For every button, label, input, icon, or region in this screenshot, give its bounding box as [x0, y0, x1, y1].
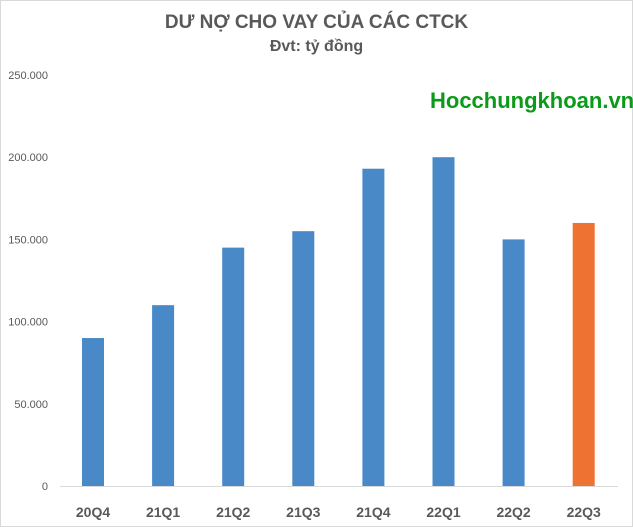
y-tick-label: 0 [42, 481, 48, 493]
bar-21Q1 [152, 305, 175, 486]
y-tick-label: 50.000 [14, 399, 48, 411]
x-tick-label: 22Q1 [426, 504, 460, 520]
x-tick-label: 21Q4 [356, 504, 390, 520]
bar-21Q2 [222, 247, 245, 486]
x-tick-label: 22Q2 [496, 504, 530, 520]
x-tick-label: 21Q3 [286, 504, 320, 520]
bar-22Q3 [572, 222, 595, 486]
y-tick-label: 150.000 [8, 234, 48, 246]
y-tick-label: 100.000 [8, 317, 48, 329]
y-tick-label: 250.000 [8, 70, 48, 82]
bar-21Q4 [362, 168, 385, 486]
x-tick-label: 20Q4 [76, 504, 110, 520]
chart-title: DƯ NỢ CHO VAY CỦA CÁC CTCK [164, 12, 469, 33]
bar-22Q2 [502, 239, 525, 486]
chart-subtitle: Đvt: tỷ đồng [269, 38, 364, 55]
bar-21Q3 [292, 231, 315, 486]
watermark-logo: Hocchungkhoan.vn [430, 88, 633, 113]
x-tick-label: 22Q3 [567, 504, 601, 520]
x-tick-label: 21Q1 [146, 504, 180, 520]
x-tick-label: 21Q2 [216, 504, 250, 520]
bar-20Q4 [82, 338, 104, 486]
bar-22Q1 [432, 157, 455, 486]
y-tick-label: 200.000 [8, 152, 48, 164]
